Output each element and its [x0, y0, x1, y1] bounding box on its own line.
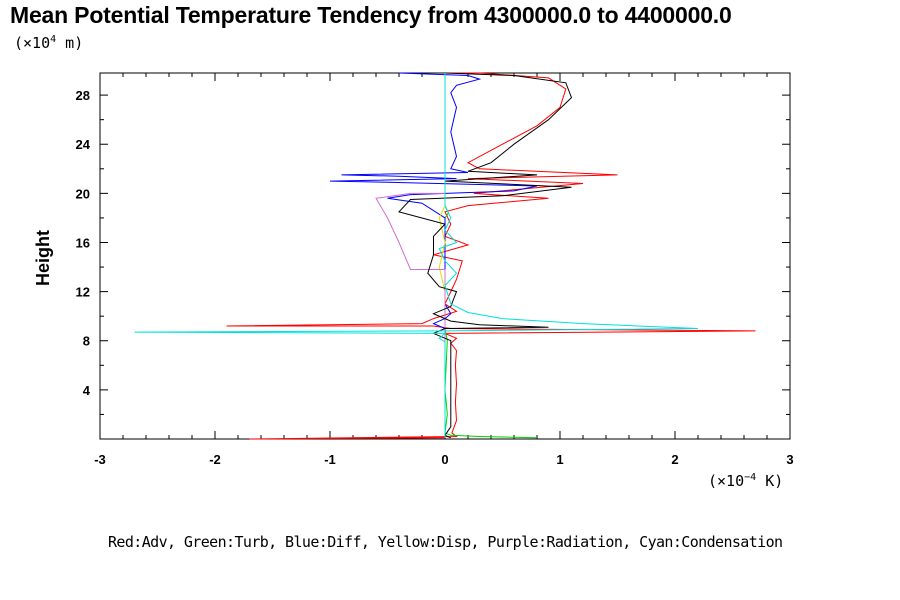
series-line-turb — [444, 73, 538, 439]
series-line-radiation — [375, 73, 446, 438]
series-line-condensation — [134, 73, 699, 438]
x-tick-label: 3 — [786, 452, 793, 467]
x-tick-label: 2 — [671, 452, 678, 467]
series-line-diff — [329, 72, 538, 438]
series-line-adv — [226, 72, 756, 440]
y-tick-label: 12 — [76, 285, 90, 300]
x-tick-label: 0 — [441, 452, 448, 467]
y-axis-label: Height — [33, 230, 53, 286]
y-tick-label: 8 — [83, 334, 90, 349]
y-tick-label: 20 — [76, 186, 90, 201]
y-unit-suffix: m) — [56, 34, 84, 52]
x-unit-exponent: −4 — [744, 472, 757, 483]
chart-title: Mean Potential Temperature Tendency from… — [10, 2, 732, 28]
y-tick-label: 28 — [76, 88, 90, 103]
y-tick-label: 24 — [76, 137, 91, 152]
y-unit-prefix: (×10 — [14, 34, 51, 52]
x-unit-prefix: (×10 — [708, 472, 745, 490]
x-unit-suffix: K) — [756, 472, 784, 490]
series-group — [134, 72, 756, 440]
y-tick-label: 16 — [76, 235, 90, 250]
x-tick-label: -2 — [209, 452, 221, 467]
series-line-total — [398, 72, 573, 439]
x-tick-label: -3 — [94, 452, 106, 467]
y-axis-unit: (×104 m) — [14, 34, 83, 52]
x-tick-label: -1 — [324, 452, 336, 467]
legend-text: Red:Adv, Green:Turb, Blue:Diff, Yellow:D… — [108, 533, 783, 551]
x-axis-unit: (×10−4 K) — [708, 472, 783, 490]
x-tick-label: 1 — [556, 452, 563, 467]
y-unit-exponent: 4 — [50, 34, 57, 45]
y-tick-label: 4 — [83, 383, 91, 398]
